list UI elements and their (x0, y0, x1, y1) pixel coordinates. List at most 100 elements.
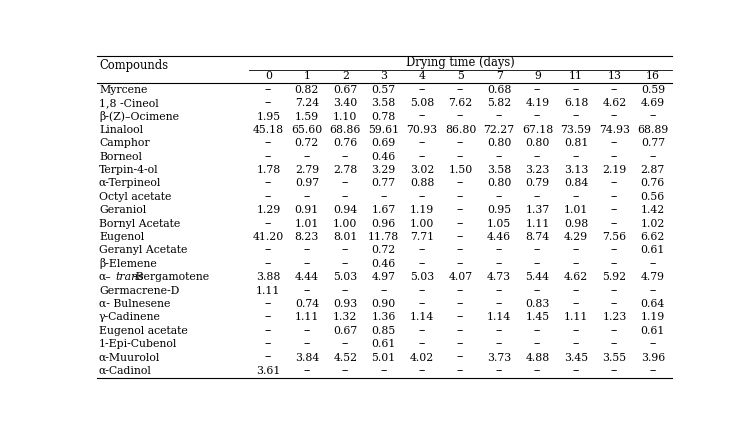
Text: 1.37: 1.37 (526, 205, 550, 215)
Text: --: -- (610, 259, 618, 269)
Text: --: -- (610, 245, 618, 256)
Text: 0.77: 0.77 (372, 178, 396, 188)
Text: --: -- (303, 339, 310, 349)
Text: --: -- (265, 219, 272, 229)
Text: 13: 13 (608, 71, 622, 81)
Text: 3.23: 3.23 (525, 165, 550, 175)
Text: α- Bulnesene: α- Bulnesene (99, 299, 170, 309)
Text: 7.62: 7.62 (448, 98, 472, 108)
Text: 5.08: 5.08 (410, 98, 434, 108)
Text: --: -- (496, 192, 502, 202)
Text: --: -- (265, 192, 272, 202)
Text: 4.62: 4.62 (602, 98, 626, 108)
Text: 0.97: 0.97 (295, 178, 319, 188)
Text: 0.74: 0.74 (295, 299, 319, 309)
Text: --: -- (303, 245, 310, 256)
Text: 3.13: 3.13 (564, 165, 588, 175)
Text: --: -- (610, 138, 618, 149)
Text: --: -- (457, 112, 464, 122)
Text: --: -- (572, 326, 580, 336)
Text: --: -- (650, 152, 656, 162)
Text: 72.27: 72.27 (484, 125, 514, 135)
Text: 0.90: 0.90 (371, 299, 396, 309)
Text: Linalool: Linalool (99, 125, 143, 135)
Text: --: -- (457, 312, 464, 322)
Text: 4.97: 4.97 (372, 272, 396, 282)
Text: --: -- (572, 366, 580, 376)
Text: 0.84: 0.84 (564, 178, 588, 188)
Text: --: -- (265, 245, 272, 256)
Text: 3.58: 3.58 (371, 98, 396, 108)
Text: 68.86: 68.86 (329, 125, 361, 135)
Text: --: -- (419, 285, 426, 296)
Text: --: -- (572, 245, 580, 256)
Text: 59.61: 59.61 (368, 125, 399, 135)
Text: --: -- (342, 366, 349, 376)
Text: --: -- (265, 178, 272, 188)
Text: 11.78: 11.78 (368, 232, 399, 242)
Text: --: -- (610, 205, 618, 215)
Text: 5.01: 5.01 (371, 353, 396, 363)
Text: 1.14: 1.14 (410, 312, 434, 322)
Text: 0.80: 0.80 (487, 178, 512, 188)
Text: 4.44: 4.44 (295, 272, 319, 282)
Text: --: -- (342, 259, 349, 269)
Text: --: -- (419, 326, 426, 336)
Text: 0.77: 0.77 (640, 138, 665, 149)
Text: 1.11: 1.11 (295, 312, 319, 322)
Text: 41.20: 41.20 (253, 232, 284, 242)
Text: Borneol: Borneol (99, 152, 142, 162)
Text: Terpin-4-ol: Terpin-4-ol (99, 165, 158, 175)
Text: 5.03: 5.03 (410, 272, 434, 282)
Text: --: -- (265, 339, 272, 349)
Text: --: -- (380, 366, 387, 376)
Text: 1.78: 1.78 (256, 165, 280, 175)
Text: 2: 2 (342, 71, 349, 81)
Text: 1.59: 1.59 (295, 112, 319, 122)
Text: 7.24: 7.24 (295, 98, 319, 108)
Text: --: -- (457, 178, 464, 188)
Text: 1,8 -Cineol: 1,8 -Cineol (99, 98, 159, 108)
Text: 0.96: 0.96 (371, 219, 396, 229)
Text: --: -- (457, 353, 464, 363)
Text: Drying time (days): Drying time (days) (406, 56, 515, 69)
Text: 4.29: 4.29 (564, 232, 588, 242)
Text: 0.95: 0.95 (487, 205, 512, 215)
Text: 4.79: 4.79 (640, 272, 664, 282)
Text: --: -- (265, 98, 272, 108)
Text: --: -- (572, 192, 580, 202)
Text: 4.88: 4.88 (526, 353, 550, 363)
Text: 86.80: 86.80 (445, 125, 476, 135)
Text: 74.93: 74.93 (599, 125, 630, 135)
Text: 68.89: 68.89 (638, 125, 668, 135)
Text: 0.61: 0.61 (371, 339, 396, 349)
Text: 0.83: 0.83 (525, 299, 550, 309)
Text: --: -- (610, 178, 618, 188)
Text: --: -- (650, 259, 656, 269)
Text: 0.67: 0.67 (333, 85, 358, 95)
Text: --: -- (496, 112, 502, 122)
Text: --: -- (534, 339, 542, 349)
Text: 0.79: 0.79 (526, 178, 550, 188)
Text: 3.55: 3.55 (602, 353, 626, 363)
Text: Octyl acetate: Octyl acetate (99, 192, 171, 202)
Text: 1.00: 1.00 (333, 219, 358, 229)
Text: 6.18: 6.18 (564, 98, 588, 108)
Text: --: -- (610, 299, 618, 309)
Text: --: -- (610, 339, 618, 349)
Text: 0.64: 0.64 (640, 299, 665, 309)
Text: --: -- (342, 152, 349, 162)
Text: 0.93: 0.93 (333, 299, 358, 309)
Text: --: -- (457, 245, 464, 256)
Text: 3.84: 3.84 (295, 353, 319, 363)
Text: --: -- (419, 366, 426, 376)
Text: 0.81: 0.81 (564, 138, 588, 149)
Text: α–: α– (99, 272, 112, 282)
Text: 2.79: 2.79 (295, 165, 319, 175)
Text: --: -- (534, 112, 542, 122)
Text: --: -- (457, 152, 464, 162)
Text: --: -- (457, 192, 464, 202)
Text: 0.82: 0.82 (295, 85, 319, 95)
Text: --: -- (610, 326, 618, 336)
Text: 3.73: 3.73 (487, 353, 512, 363)
